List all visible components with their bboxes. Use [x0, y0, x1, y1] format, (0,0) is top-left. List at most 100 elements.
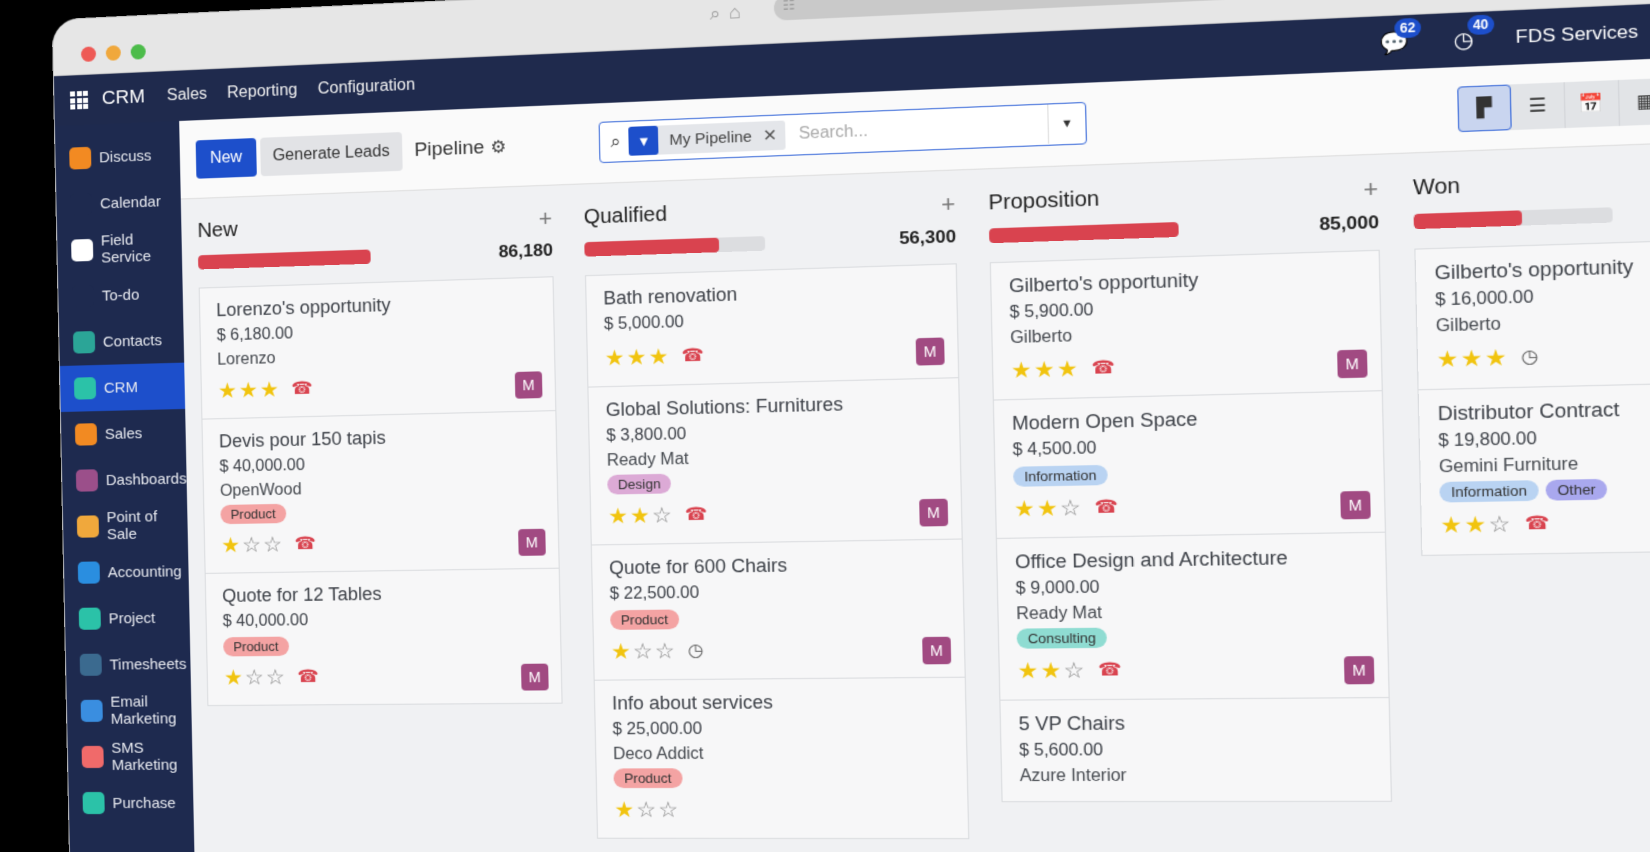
- progress-bar[interactable]: [584, 236, 765, 257]
- sidebar-item-project[interactable]: Project: [65, 594, 190, 642]
- priority-star-icon[interactable]: ★: [1010, 357, 1031, 384]
- sidebar-item-discuss[interactable]: Discuss: [55, 131, 180, 182]
- priority-star-icon[interactable]: ☆: [652, 502, 673, 528]
- search-bar[interactable]: ⌕ ▼ My Pipeline ✕ Search... ▼: [598, 102, 1086, 163]
- kanban-card[interactable]: 5 VP Chairs $ 5,600.00 Azure Interior: [999, 697, 1392, 802]
- priority-star-icon[interactable]: ★: [1436, 345, 1458, 373]
- priority-star-icon[interactable]: ★: [218, 378, 237, 404]
- phone-icon[interactable]: ☎: [294, 534, 316, 555]
- priority-star-icon[interactable]: ☆: [633, 638, 653, 664]
- sidebar-item-sales[interactable]: Sales: [61, 409, 186, 458]
- kanban-view-button[interactable]: ▛: [1457, 84, 1512, 132]
- app-name[interactable]: CRM: [102, 86, 146, 110]
- minimize-window-button[interactable]: [106, 45, 121, 61]
- column-title[interactable]: Proposition: [988, 187, 1100, 215]
- kanban-card[interactable]: Gilberto's opportunity $ 16,000.00 Gilbe…: [1414, 235, 1650, 389]
- maximize-window-button[interactable]: [131, 44, 146, 60]
- salesperson-avatar[interactable]: M: [518, 529, 546, 556]
- priority-star-icon[interactable]: ☆: [242, 532, 262, 558]
- phone-icon[interactable]: ☎: [297, 667, 319, 687]
- list-view-button[interactable]: ☰: [1511, 82, 1566, 130]
- priority-star-icon[interactable]: ★: [626, 344, 646, 370]
- kanban-card[interactable]: Info about services $ 25,000.00 Deco Add…: [594, 677, 970, 840]
- quick-create-plus-icon[interactable]: +: [1363, 175, 1378, 204]
- priority-star-icon[interactable]: ★: [1485, 344, 1508, 372]
- activities-button[interactable]: ◷ 40: [1453, 26, 1474, 54]
- company-switcher[interactable]: FDS Services: [1515, 21, 1638, 48]
- kanban-card[interactable]: Office Design and Architecture $ 9,000.0…: [996, 532, 1390, 700]
- sidebar-item-crm[interactable]: CRM: [60, 363, 185, 412]
- priority-star-icon[interactable]: ★: [1034, 356, 1055, 383]
- kanban-card[interactable]: Distributor Contract $ 19,800.00 Gemini …: [1417, 379, 1650, 556]
- kanban-card[interactable]: Quote for 600 Chairs $ 22,500.00 Product…: [591, 538, 966, 679]
- priority-star-icon[interactable]: ★: [611, 639, 631, 665]
- salesperson-avatar[interactable]: M: [1344, 656, 1375, 684]
- priority-star-icon[interactable]: ☆: [1488, 511, 1511, 539]
- salesperson-avatar[interactable]: M: [1340, 491, 1371, 520]
- sidebar-item-calendar[interactable]: Calendar: [56, 177, 181, 228]
- calendar-view-button[interactable]: 📅: [1565, 80, 1620, 128]
- sidebar-item-email-marketing[interactable]: Email Marketing: [67, 687, 192, 734]
- search-input[interactable]: Search...: [798, 122, 868, 144]
- priority-star-icon[interactable]: ★: [1037, 495, 1058, 522]
- priority-star-icon[interactable]: ☆: [636, 797, 656, 823]
- progress-bar[interactable]: [198, 249, 371, 269]
- priority-star-icon[interactable]: ★: [1017, 658, 1038, 685]
- priority-star-icon[interactable]: ☆: [1060, 495, 1082, 522]
- phone-icon[interactable]: ☎: [1524, 513, 1549, 535]
- progress-bar[interactable]: [1413, 207, 1612, 229]
- priority-star-icon[interactable]: ★: [1014, 495, 1035, 522]
- sidebar-item-accounting[interactable]: Accounting: [64, 548, 189, 596]
- priority-star-icon[interactable]: ★: [604, 345, 624, 371]
- menu-sales[interactable]: Sales: [167, 86, 208, 106]
- sidebar-item-contacts[interactable]: Contacts: [59, 316, 184, 366]
- priority-star-icon[interactable]: ★: [1460, 345, 1483, 373]
- phone-icon[interactable]: ☎: [1094, 497, 1118, 519]
- column-title[interactable]: Qualified: [583, 203, 667, 230]
- tune-icon[interactable]: ☷: [782, 0, 795, 14]
- phone-icon[interactable]: ☎: [1098, 659, 1122, 680]
- kanban-card[interactable]: Quote for 12 Tables $ 40,000.00 Product …: [205, 568, 563, 706]
- pivot-view-button[interactable]: ▦: [1619, 78, 1650, 126]
- priority-star-icon[interactable]: ★: [260, 377, 280, 403]
- priority-star-icon[interactable]: ☆: [266, 664, 286, 689]
- home-icon[interactable]: ⌂: [729, 1, 741, 23]
- messages-button[interactable]: 💬 62: [1380, 29, 1409, 57]
- kanban-card[interactable]: Global Solutions: Furnitures $ 3,800.00 …: [587, 377, 962, 544]
- menu-configuration[interactable]: Configuration: [317, 76, 415, 99]
- sidebar-item-point-of-sale[interactable]: Point of Sale: [63, 502, 188, 550]
- new-button[interactable]: New: [195, 137, 256, 178]
- gear-icon[interactable]: ⚙: [490, 136, 506, 157]
- priority-star-icon[interactable]: ★: [614, 797, 634, 823]
- priority-star-icon[interactable]: ★: [1440, 511, 1462, 538]
- menu-reporting[interactable]: Reporting: [227, 82, 298, 103]
- kanban-card[interactable]: Gilberto's opportunity $ 5,900.00 Gilber…: [990, 250, 1383, 400]
- kanban-card[interactable]: Modern Open Space $ 4,500.00 Information…: [993, 390, 1386, 538]
- sidebar-item-field-service[interactable]: Field Service: [57, 224, 182, 274]
- salesperson-avatar[interactable]: M: [922, 637, 951, 665]
- salesperson-avatar[interactable]: M: [1337, 349, 1367, 378]
- priority-star-icon[interactable]: ★: [630, 503, 650, 529]
- quick-create-plus-icon[interactable]: +: [941, 191, 956, 219]
- search-icon[interactable]: ⌕: [710, 2, 721, 24]
- priority-star-icon[interactable]: ★: [1057, 356, 1079, 383]
- sidebar-item-sms-marketing[interactable]: SMS Marketing: [67, 733, 192, 780]
- clock-icon[interactable]: ◷: [687, 640, 703, 661]
- priority-star-icon[interactable]: ★: [224, 665, 244, 690]
- salesperson-avatar[interactable]: M: [919, 499, 948, 527]
- priority-star-icon[interactable]: ★: [648, 344, 669, 370]
- phone-icon[interactable]: ☎: [1091, 357, 1115, 379]
- priority-star-icon[interactable]: ☆: [263, 532, 283, 558]
- sidebar-item-timesheets[interactable]: Timesheets: [66, 641, 191, 688]
- priority-star-icon[interactable]: ★: [221, 532, 241, 558]
- priority-star-icon[interactable]: ★: [1040, 657, 1061, 684]
- priority-star-icon[interactable]: ★: [239, 377, 259, 403]
- kanban-card[interactable]: Bath renovation $ 5,000.00 ★ ★ ★ ☎ M: [585, 263, 959, 386]
- kanban-card[interactable]: Devis pour 150 tapis $ 40,000.00 OpenWoo…: [201, 410, 559, 573]
- salesperson-avatar[interactable]: M: [515, 371, 543, 398]
- salesperson-avatar[interactable]: M: [521, 664, 549, 691]
- phone-icon[interactable]: ☎: [291, 378, 313, 399]
- priority-star-icon[interactable]: ☆: [655, 638, 676, 664]
- sidebar-item-dashboards[interactable]: Dashboards: [62, 455, 187, 504]
- priority-star-icon[interactable]: ★: [608, 503, 628, 529]
